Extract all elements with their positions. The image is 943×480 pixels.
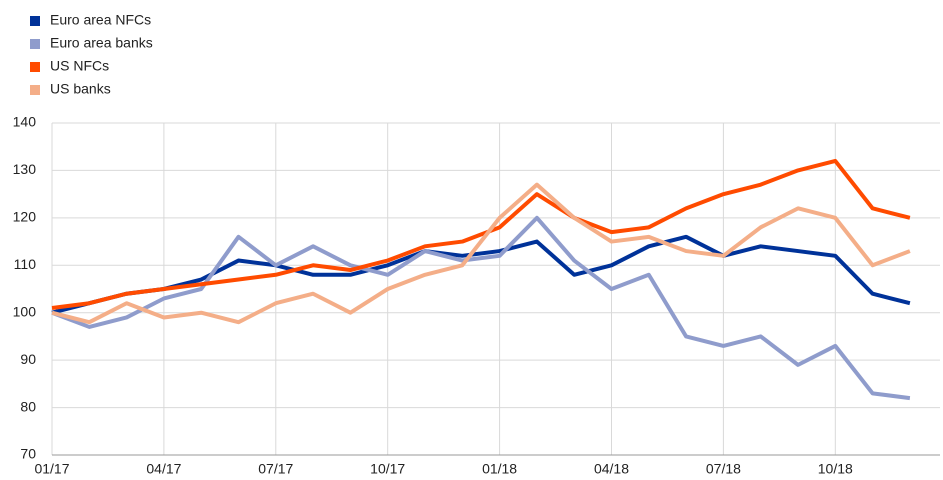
legend-swatch — [30, 16, 40, 26]
x-tick-label: 04/17 — [146, 461, 181, 477]
legend-label: US banks — [50, 81, 111, 97]
y-tick-label: 100 — [13, 303, 37, 319]
x-tick-label: 01/18 — [482, 461, 517, 477]
y-tick-label: 130 — [13, 161, 37, 177]
legend-swatch — [30, 85, 40, 95]
series-line — [51, 234, 911, 315]
x-tick-label: 10/18 — [818, 461, 853, 477]
y-tick-label: 70 — [20, 446, 36, 462]
x-tick-label: 01/17 — [34, 461, 69, 477]
y-tick-label: 80 — [20, 398, 36, 414]
y-tick-label: 90 — [20, 351, 36, 367]
series-line — [51, 158, 911, 310]
legend-label: Euro area NFCs — [50, 12, 151, 28]
series-line — [51, 182, 911, 325]
legend-swatch — [30, 39, 40, 49]
x-tick-label: 07/17 — [258, 461, 293, 477]
x-tick-label: 04/18 — [594, 461, 629, 477]
series-line — [51, 215, 911, 401]
legend-label: US NFCs — [50, 58, 109, 74]
y-tick-label: 120 — [13, 209, 37, 225]
legend-label: Euro area banks — [50, 35, 153, 51]
y-tick-label: 140 — [13, 114, 37, 130]
x-tick-label: 10/17 — [370, 461, 405, 477]
y-tick-label: 110 — [14, 256, 37, 272]
x-tick-label: 07/18 — [706, 461, 741, 477]
legend-swatch — [30, 62, 40, 72]
